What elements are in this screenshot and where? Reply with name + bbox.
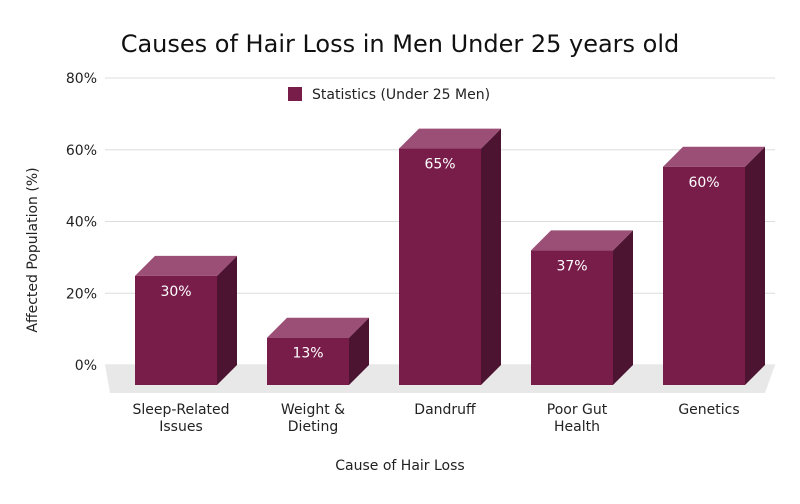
x-category-label: Poor Gut Health	[547, 402, 608, 435]
bar-side	[481, 128, 501, 385]
legend: Statistics (Under 25 Men)	[288, 87, 490, 103]
bar-side	[613, 230, 633, 385]
y-tick-label: 60%	[66, 143, 97, 159]
bars: 30% 13% 65% 37% 60%	[135, 128, 765, 385]
x-category-line: Weight &	[281, 402, 345, 418]
bar-side	[217, 255, 237, 385]
legend-swatch	[288, 87, 302, 101]
x-category-line: Health	[554, 419, 600, 435]
x-category-label: Sleep-Related Issues	[132, 402, 229, 435]
x-axis-categories: Sleep-Related Issues Weight & Dieting Dandru…	[132, 402, 739, 435]
bar: 37%	[531, 230, 633, 385]
bar-side	[349, 317, 369, 385]
bar: 65%	[399, 128, 501, 385]
y-axis-ticks: 0% 20% 40% 60% 80%	[66, 71, 97, 374]
chart-title: Causes of Hair Loss in Men Under 25 year…	[121, 30, 680, 58]
x-category-line: Issues	[159, 419, 203, 435]
bar-top	[531, 230, 633, 251]
y-tick-label: 20%	[66, 286, 97, 302]
bar-front	[531, 250, 613, 385]
bar: 30%	[135, 255, 237, 385]
bar-front	[399, 148, 481, 385]
legend-label: Statistics (Under 25 Men)	[312, 87, 490, 103]
bar-top	[399, 128, 501, 149]
bar-side	[745, 146, 765, 385]
bar-top	[663, 146, 765, 167]
x-category-line: Sleep-Related	[132, 402, 229, 418]
bar-front	[135, 275, 217, 385]
x-category-line: Genetics	[678, 402, 739, 418]
bar-top	[135, 255, 237, 276]
bar-front	[663, 166, 745, 385]
x-category-line: Dandruff	[414, 402, 476, 418]
bar: 60%	[663, 146, 765, 385]
bar-data-label: 65%	[424, 157, 455, 173]
y-axis-label: Affected Population (%)	[25, 167, 41, 332]
bar-top	[267, 317, 369, 338]
x-category-line: Dieting	[288, 419, 338, 435]
y-tick-label: 40%	[66, 215, 97, 231]
bar-data-label: 30%	[160, 284, 191, 300]
x-category-label: Genetics	[678, 402, 739, 418]
bar-data-label: 60%	[688, 175, 719, 191]
x-axis-label: Cause of Hair Loss	[335, 458, 464, 474]
x-category-label: Weight & Dieting	[281, 402, 345, 435]
y-tick-label: 80%	[66, 71, 97, 87]
bar: 13%	[267, 317, 369, 385]
y-tick-label: 0%	[75, 358, 97, 374]
x-category-label: Dandruff	[414, 402, 476, 418]
x-category-line: Poor Gut	[547, 402, 608, 418]
bar-front	[267, 337, 349, 385]
bar-data-label: 13%	[292, 346, 323, 362]
bar-data-label: 37%	[556, 258, 587, 274]
